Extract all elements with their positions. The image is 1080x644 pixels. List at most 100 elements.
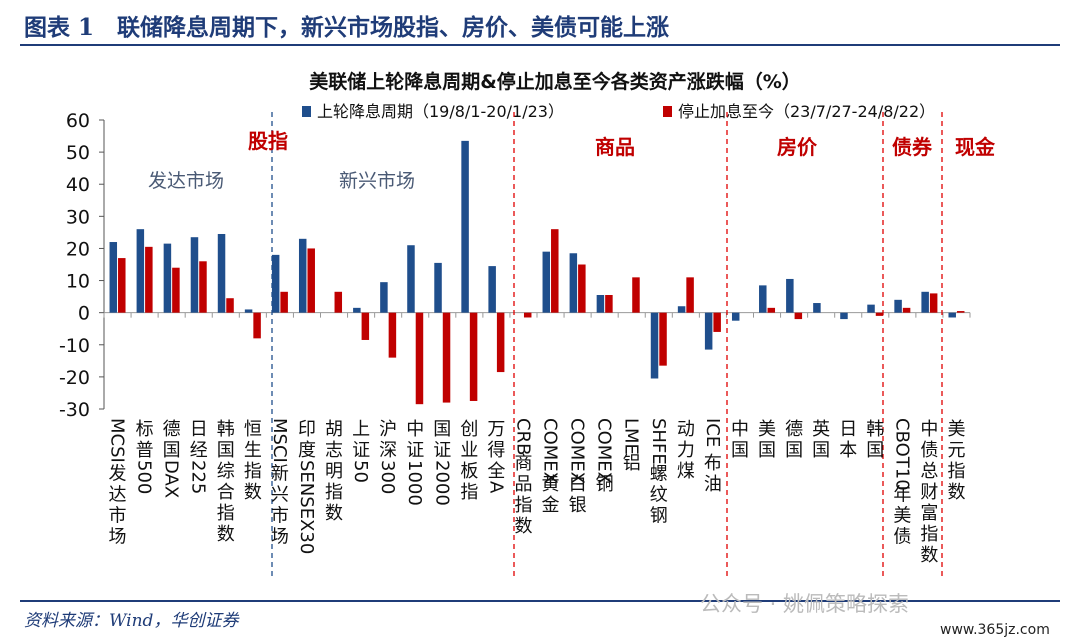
svg-text:日: 日 (839, 419, 857, 440)
svg-text:指: 指 (514, 495, 532, 516)
bar-s1-18 (605, 295, 613, 313)
svg-text:225: 225 (188, 460, 209, 494)
svg-text:LME: LME (621, 418, 642, 455)
svg-text:恒: 恒 (244, 419, 262, 440)
svg-text:煤: 煤 (677, 461, 695, 482)
y-tick-label-8: -20 (59, 367, 90, 389)
bar-s0-31 (948, 312, 956, 318)
svg-text:ICE: ICE (702, 418, 723, 447)
svg-text:证: 证 (352, 440, 370, 461)
svg-text:达: 达 (109, 484, 127, 505)
legend-label-1: 停止加息至今（23/7/27-24/8/22） (678, 102, 935, 121)
svg-text:中: 中 (406, 419, 424, 440)
svg-text:动: 动 (677, 419, 695, 440)
svg-text:DAX: DAX (161, 460, 182, 498)
bar-s0-23 (731, 312, 740, 321)
svg-text:上: 上 (352, 419, 370, 440)
x-category-label-22: ICE 布油 (702, 418, 723, 495)
svg-text:数: 数 (244, 482, 262, 503)
svg-text:经: 经 (190, 440, 208, 461)
bars-layer (109, 140, 965, 405)
svg-text:韩: 韩 (866, 419, 884, 440)
bar-s0-22 (704, 312, 713, 350)
bar-s0-1 (136, 229, 145, 313)
svg-text:市: 市 (109, 505, 127, 526)
svg-text:数: 数 (920, 545, 938, 566)
svg-text:中: 中 (731, 419, 749, 440)
bar-s0-6 (271, 254, 280, 313)
svg-text:新: 新 (271, 463, 289, 484)
svg-text:场: 场 (109, 526, 127, 547)
bar-s1-22 (713, 312, 721, 332)
svg-text:金: 金 (542, 495, 560, 516)
svg-text:度: 度 (298, 440, 316, 461)
bar-s1-20 (659, 312, 667, 366)
bar-s0-16 (542, 251, 551, 313)
svg-text:美: 美 (893, 506, 911, 527)
watermark: 公众号 · 姚佩策略探索 (700, 592, 910, 616)
group-label-0: 股指 (248, 129, 288, 153)
bar-s1-9 (361, 312, 370, 340)
svg-text:市: 市 (271, 505, 289, 526)
svg-text:CBOT10: CBOT10 (891, 418, 912, 491)
bar-s1-7 (307, 248, 315, 313)
svg-text:黄: 黄 (542, 474, 560, 495)
top-divider (20, 44, 1060, 46)
svg-text:铝: 铝 (623, 453, 641, 474)
bar-s0-11 (407, 245, 415, 313)
bar-s1-31 (956, 311, 965, 313)
bar-s1-0 (118, 258, 126, 313)
bar-s1-19 (632, 277, 640, 313)
legend-swatch-0 (302, 106, 311, 117)
svg-text:深: 深 (379, 440, 397, 461)
bar-s1-5 (253, 312, 261, 339)
subgroup-label-0: 发达市场 (148, 170, 224, 192)
svg-text:德: 德 (785, 419, 803, 440)
svg-text:标: 标 (136, 419, 154, 440)
bar-s1-14 (496, 312, 505, 373)
svg-text:国: 国 (866, 440, 884, 461)
svg-text:美: 美 (758, 419, 776, 440)
y-tick-label-6: 0 (78, 303, 90, 325)
bar-s0-13 (461, 140, 469, 313)
chart-title: 美联储上轮降息周期&停止加息至今各类资产涨跌幅（%） (309, 70, 801, 93)
bar-s1-8 (334, 291, 343, 313)
svg-text:元: 元 (947, 440, 965, 461)
svg-text:油: 油 (704, 474, 722, 495)
bar-s0-27 (840, 312, 848, 320)
svg-text:兴: 兴 (271, 484, 289, 505)
x-category-label-28: 韩国 (866, 419, 884, 461)
svg-text:富: 富 (920, 503, 938, 524)
bar-s1-11 (415, 312, 424, 405)
bar-s0-26 (813, 303, 821, 313)
svg-text:国: 国 (217, 440, 235, 461)
bar-s1-13 (469, 312, 478, 401)
svg-text:银: 银 (569, 495, 587, 516)
x-category-label-24: 美国 (758, 419, 776, 461)
site-mark: www.365jz.com (940, 622, 1050, 638)
y-tick-label-1: 50 (66, 142, 90, 164)
bar-s0-14 (488, 266, 496, 313)
svg-text:1000: 1000 (404, 460, 425, 506)
bar-s0-2 (163, 243, 172, 313)
svg-text:英: 英 (812, 419, 830, 440)
svg-text:债: 债 (920, 440, 938, 461)
bar-s0-20 (650, 312, 659, 379)
bar-s1-12 (442, 312, 451, 403)
svg-text:COMEX: COMEX (567, 418, 588, 484)
svg-text:万: 万 (487, 419, 505, 440)
bar-s0-29 (894, 299, 902, 313)
